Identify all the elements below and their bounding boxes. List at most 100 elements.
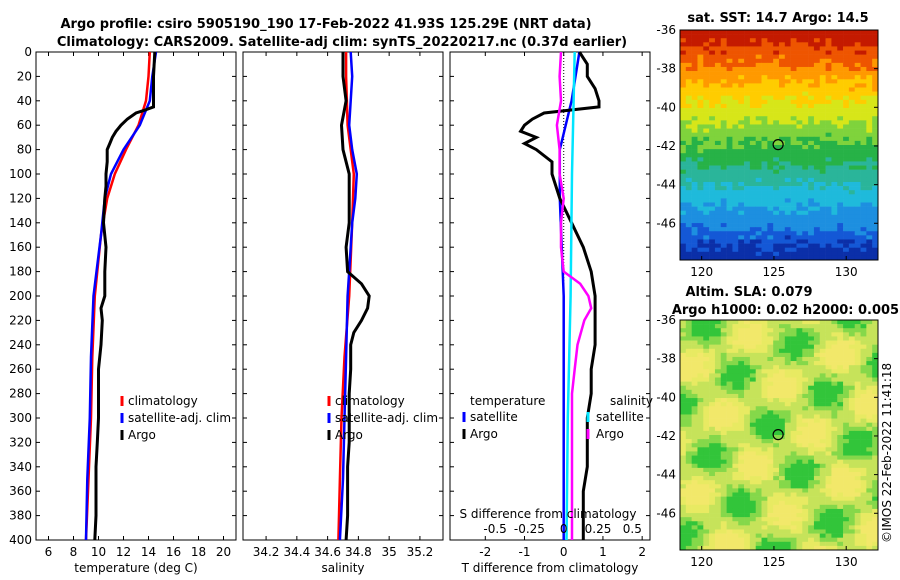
map-cell bbox=[808, 344, 815, 350]
map-cell bbox=[848, 71, 855, 76]
map-cell bbox=[808, 54, 815, 60]
map-cell bbox=[784, 471, 791, 477]
map-cell bbox=[691, 447, 698, 452]
map-cell bbox=[796, 186, 803, 191]
map-cell bbox=[779, 79, 786, 84]
map-cell bbox=[854, 239, 861, 244]
map-cell bbox=[744, 443, 751, 448]
map-cell bbox=[720, 508, 727, 514]
map-cell bbox=[854, 439, 861, 444]
map-cell bbox=[755, 136, 762, 142]
map-cell bbox=[854, 54, 861, 60]
map-cell bbox=[813, 58, 821, 64]
map-cell bbox=[703, 79, 710, 84]
map-cell bbox=[732, 99, 739, 105]
map-cell bbox=[709, 537, 716, 543]
map-cell bbox=[860, 194, 867, 199]
map-cell bbox=[843, 414, 850, 419]
map-cell bbox=[796, 377, 803, 382]
map-cell bbox=[773, 500, 780, 506]
map-cell bbox=[703, 214, 710, 220]
map-cell bbox=[837, 340, 844, 345]
map-cell bbox=[738, 190, 745, 195]
map-cell bbox=[860, 381, 867, 387]
map-cell bbox=[854, 385, 861, 391]
map-cell bbox=[767, 545, 774, 551]
map-cell bbox=[813, 243, 821, 248]
map-cell bbox=[802, 214, 809, 220]
map-cell bbox=[709, 186, 716, 191]
map-cell bbox=[714, 181, 722, 187]
map-cell bbox=[848, 385, 855, 391]
map-cell bbox=[714, 344, 722, 350]
map-cell bbox=[714, 112, 722, 117]
ytick-label: 40 bbox=[17, 94, 32, 108]
map-cell bbox=[843, 99, 850, 105]
map-cell bbox=[744, 223, 751, 228]
map-cell bbox=[691, 161, 698, 166]
map-cell bbox=[732, 190, 739, 195]
map-cell bbox=[808, 227, 815, 232]
map-cell bbox=[697, 99, 704, 105]
map-cell bbox=[831, 426, 838, 432]
map-cell bbox=[697, 169, 704, 175]
map-cell bbox=[784, 116, 791, 121]
map-cell bbox=[790, 455, 797, 460]
map-cell bbox=[860, 336, 867, 341]
map-cell bbox=[843, 206, 850, 212]
map-cell bbox=[808, 484, 815, 489]
map-cell bbox=[685, 157, 692, 162]
map-cell bbox=[726, 340, 733, 345]
map-cell bbox=[790, 153, 797, 158]
map-cell bbox=[755, 54, 762, 60]
map-cell bbox=[680, 128, 687, 133]
map-cell bbox=[714, 120, 722, 125]
map-cell bbox=[720, 83, 727, 88]
map-cell bbox=[843, 124, 850, 129]
map-cell bbox=[738, 537, 745, 543]
map-cell bbox=[714, 447, 722, 452]
map-cell bbox=[773, 210, 780, 216]
map-cell bbox=[744, 46, 751, 51]
map-cell bbox=[773, 451, 780, 456]
map-cell bbox=[761, 500, 768, 506]
map-cell bbox=[837, 324, 844, 329]
map-cell bbox=[744, 488, 751, 493]
map-cell bbox=[703, 537, 710, 543]
map-cell bbox=[761, 476, 768, 481]
map-cell bbox=[872, 361, 879, 366]
map-cell bbox=[697, 344, 704, 350]
map-cell bbox=[854, 116, 861, 121]
map-cell bbox=[854, 227, 861, 232]
map-cell bbox=[790, 50, 797, 55]
map-cell bbox=[802, 227, 809, 232]
panel-frame-difference bbox=[449, 51, 651, 541]
map-cell bbox=[709, 235, 716, 240]
map-cell bbox=[790, 422, 797, 428]
map-cell bbox=[680, 66, 687, 72]
map-cell bbox=[790, 128, 797, 133]
map-cell bbox=[726, 108, 733, 113]
map-cell bbox=[784, 496, 791, 502]
map-cell bbox=[773, 227, 780, 232]
map-cell bbox=[872, 504, 879, 510]
map-cell bbox=[802, 398, 809, 403]
map-cell bbox=[744, 430, 751, 436]
ytick-label: 280 bbox=[9, 387, 32, 401]
map-cell bbox=[831, 46, 838, 51]
map-cell bbox=[819, 103, 826, 109]
map-cell bbox=[744, 361, 751, 366]
map-cell bbox=[813, 348, 821, 354]
map-cell bbox=[854, 87, 861, 92]
map-cell bbox=[697, 451, 704, 456]
map-cell bbox=[714, 66, 722, 72]
map-cell bbox=[843, 190, 850, 195]
map-cell bbox=[697, 381, 704, 387]
map-cell bbox=[685, 124, 692, 129]
legend-label: climatology bbox=[128, 394, 198, 408]
xtick-label: 0 bbox=[560, 545, 568, 559]
map-cell bbox=[755, 124, 762, 129]
map-cell bbox=[714, 173, 722, 179]
map-cell bbox=[837, 38, 844, 43]
map-cell bbox=[819, 410, 826, 415]
